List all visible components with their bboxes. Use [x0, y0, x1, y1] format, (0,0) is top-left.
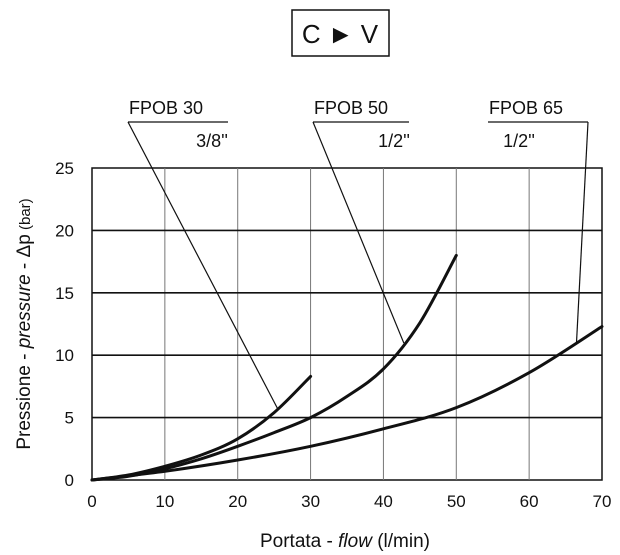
- y-tick-label: 10: [55, 346, 74, 365]
- series-leader-line: [575, 121, 589, 343]
- grid-lines: [92, 168, 602, 480]
- series-leader-line: [127, 121, 279, 410]
- series-label-2: FPOB 50: [314, 98, 388, 118]
- y-tick-label: 0: [65, 471, 74, 490]
- x-tick-label: 30: [301, 492, 320, 511]
- x-tick-label: 40: [374, 492, 393, 511]
- y-tick-label: 25: [55, 159, 74, 178]
- title-box: [291, 9, 390, 57]
- x-tick-label: 70: [593, 492, 612, 511]
- series-size-label-2: 1/2'': [378, 131, 410, 151]
- tick-labels: 0 10 20 30 40 50 60 70 0 5 10 15 20 25: [55, 159, 611, 511]
- x-tick-label: 10: [155, 492, 174, 511]
- series-curve-2: [90, 253, 458, 482]
- series-label-1: FPOB 30: [129, 98, 203, 118]
- series-callouts: FPOB 30 3/8'' FPOB 50 1/2'' FPOB 65 1/2'': [127, 98, 589, 410]
- chart-title: C ► V: [302, 19, 379, 49]
- series-size-label-3: 1/2'': [503, 131, 535, 151]
- x-axis-title: Portata - flow (l/min): [260, 531, 430, 552]
- y-axis-title: Pressione - pressure - Δp (bar): [14, 198, 35, 449]
- series-label-3: FPOB 65: [489, 98, 563, 118]
- x-tick-label: 20: [228, 492, 247, 511]
- x-tick-label: 0: [87, 492, 96, 511]
- y-tick-label: 20: [55, 221, 74, 240]
- plot-area: [91, 167, 603, 481]
- x-tick-label: 60: [520, 492, 539, 511]
- series-size-label-1: 3/8'': [196, 131, 228, 151]
- series-curve-3: [90, 325, 604, 482]
- series-leader-line: [312, 121, 405, 344]
- y-tick-label: 5: [65, 409, 74, 428]
- y-tick-label: 15: [55, 284, 74, 303]
- series-curves: [90, 253, 604, 482]
- x-tick-label: 50: [447, 492, 466, 511]
